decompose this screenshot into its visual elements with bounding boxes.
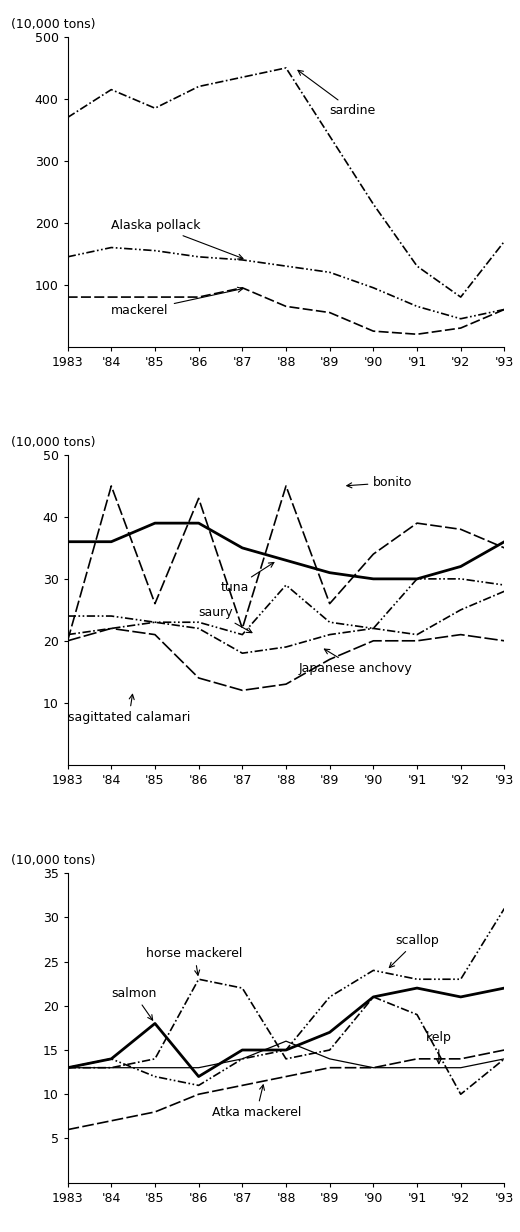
Text: horse mackerel: horse mackerel: [146, 947, 243, 976]
Text: sardine: sardine: [298, 70, 376, 117]
Text: tuna: tuna: [220, 563, 274, 594]
Text: scallop: scallop: [389, 934, 439, 967]
Text: bonito: bonito: [347, 476, 413, 489]
Text: saury: saury: [199, 606, 252, 633]
Text: kelp: kelp: [426, 1031, 452, 1063]
Text: Alaska pollack: Alaska pollack: [111, 219, 243, 259]
Text: (10,000 tons): (10,000 tons): [11, 17, 95, 31]
Text: (10,000 tons): (10,000 tons): [11, 436, 95, 448]
Text: salmon: salmon: [111, 987, 157, 1020]
Text: mackerel: mackerel: [111, 287, 243, 318]
Text: Japanese anchovy: Japanese anchovy: [299, 649, 413, 675]
Text: Atka mackerel: Atka mackerel: [212, 1085, 301, 1120]
Text: (10,000 tons): (10,000 tons): [11, 854, 95, 867]
Text: sagittated calamari: sagittated calamari: [68, 695, 190, 724]
